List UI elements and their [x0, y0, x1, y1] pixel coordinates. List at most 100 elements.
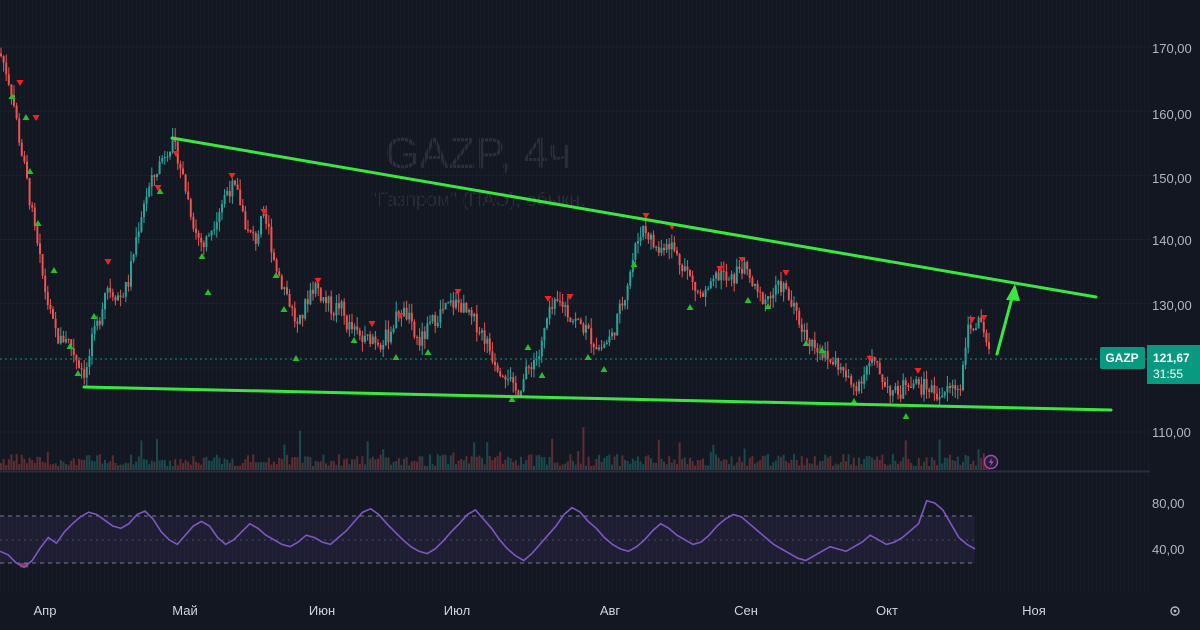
- price-badge[interactable]: GAZP 121,67 31:55: [1100, 345, 1200, 384]
- watermark-subtitle: "Газпром" (ПАО), обыкн.: [371, 190, 586, 211]
- volume-bar: [530, 454, 533, 470]
- volume-bar: [187, 461, 190, 470]
- candle-body: [377, 342, 379, 345]
- candle-body: [876, 361, 879, 363]
- candle-body: [982, 322, 985, 333]
- volume-bar: [410, 461, 413, 470]
- lower-trendline[interactable]: [82, 385, 1113, 412]
- candle-body: [278, 271, 281, 276]
- volume-bar: [436, 454, 439, 470]
- buy-marker: [818, 347, 826, 353]
- gear-icon[interactable]: [1170, 606, 1180, 616]
- sell-marker: [368, 321, 376, 327]
- price-axis[interactable]: 170,00 160,00 150,00 140,00 130,00 110,0…: [1152, 41, 1192, 440]
- candle-body: [171, 136, 174, 153]
- candle-body: [80, 368, 83, 370]
- sell-marker: [716, 266, 724, 272]
- volume-bar: [712, 444, 715, 470]
- candle-body: [301, 314, 304, 319]
- volume-bar: [920, 465, 923, 470]
- volume-bar: [574, 464, 577, 470]
- candle-body: [382, 344, 385, 350]
- volume-bar: [730, 456, 733, 470]
- volume-bar: [46, 452, 49, 470]
- volume-bar: [124, 462, 127, 470]
- volume-bar: [738, 456, 741, 470]
- candle-body: [730, 274, 733, 280]
- time-axis[interactable]: Апр Май Июн Июл Авг Сен Окт Ноя: [34, 603, 1046, 618]
- volume-bar: [501, 463, 504, 470]
- candle-body: [767, 296, 769, 300]
- volume-bar: [691, 460, 694, 470]
- candle-body: [735, 266, 738, 284]
- volume-bar: [566, 461, 569, 470]
- candle-body: [187, 191, 190, 200]
- volume-bar: [806, 458, 808, 470]
- volume-bar: [395, 460, 398, 470]
- candle-body: [405, 307, 408, 320]
- buy-marker: [280, 306, 288, 312]
- volume-bar: [956, 456, 959, 470]
- volume-bar: [871, 457, 873, 470]
- volume-bar: [23, 458, 26, 470]
- candle-body: [556, 299, 559, 302]
- volume-bar: [434, 465, 437, 470]
- price-tick: 170,00: [1152, 41, 1192, 56]
- candle-body: [975, 328, 977, 331]
- candle-body: [239, 189, 242, 206]
- price-tick: 110,00: [1152, 425, 1191, 440]
- volume-bar: [582, 427, 585, 470]
- candle-body: [507, 379, 509, 381]
- candle-body: [202, 242, 205, 247]
- candle-body: [938, 397, 941, 400]
- volume-bar: [205, 456, 208, 470]
- volume-bar: [631, 458, 634, 470]
- candle-body: [754, 283, 756, 287]
- candle-body: [850, 376, 853, 385]
- candle-body: [319, 288, 322, 301]
- volume-bar: [538, 454, 541, 470]
- candle-body: [374, 336, 377, 343]
- candle-body: [959, 388, 962, 391]
- candle-body: [733, 274, 736, 284]
- rsi-axis[interactable]: 80,00 40,00: [1152, 496, 1185, 557]
- candle-body: [449, 300, 452, 303]
- lightning-icon[interactable]: [983, 454, 999, 470]
- candle-body: [920, 384, 923, 395]
- volume-bar: [335, 464, 338, 470]
- candle-body: [678, 254, 681, 265]
- candle-body: [608, 336, 611, 343]
- candle-body: [41, 254, 44, 276]
- candle-body: [114, 296, 117, 301]
- volume-bar: [556, 462, 559, 470]
- buy-marker: [272, 272, 280, 278]
- candle-body: [137, 231, 140, 238]
- symbol-label-box: [1100, 347, 1145, 369]
- candle-body: [455, 299, 457, 308]
- volume-bar: [855, 465, 858, 470]
- volume-bar: [543, 457, 546, 470]
- volume-bar: [777, 455, 780, 470]
- candle-body: [969, 324, 972, 329]
- candle-body: [75, 355, 78, 361]
- volume-bar: [605, 455, 608, 470]
- upper-trendline[interactable]: [170, 136, 1098, 299]
- volume-bar: [215, 454, 218, 470]
- volume-bar: [299, 430, 301, 470]
- candle-body: [795, 302, 798, 311]
- candle-body: [106, 287, 109, 293]
- volume-bar: [390, 464, 392, 470]
- candle-body: [629, 272, 632, 286]
- volume-bar: [858, 457, 860, 470]
- sell-marker: [866, 356, 874, 362]
- arrow-drawing[interactable]: [995, 284, 1020, 356]
- volume-bar: [52, 464, 54, 470]
- volume-bar: [286, 455, 288, 470]
- candle-body: [491, 351, 494, 362]
- volume-bar: [452, 452, 455, 470]
- candle-body: [800, 324, 803, 332]
- volume-bar: [174, 459, 177, 470]
- candle-body: [829, 359, 832, 362]
